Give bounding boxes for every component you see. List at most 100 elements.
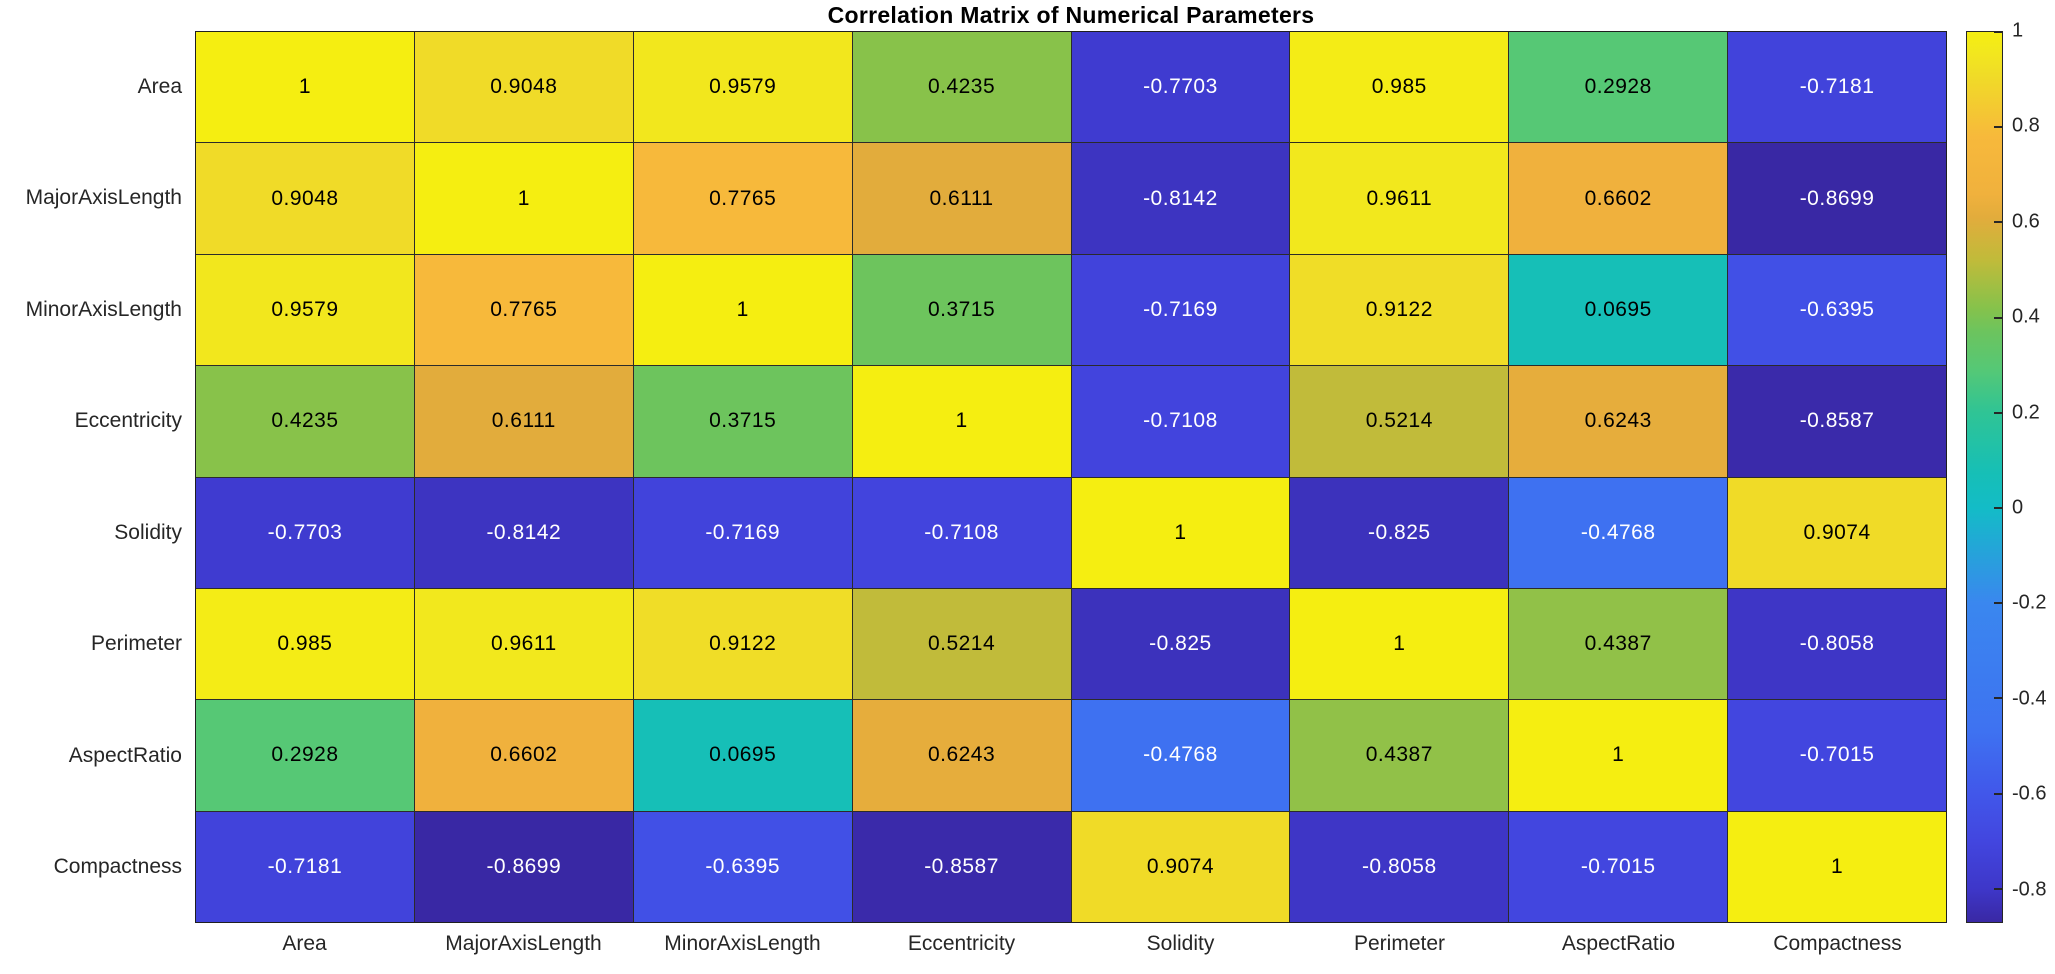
heatmap-cell: 0.6602 bbox=[414, 700, 633, 811]
heatmap-cell: 0.9122 bbox=[633, 588, 852, 700]
colorbar-tick-mark bbox=[1994, 221, 2002, 224]
heatmap-grid: 1 0.9048 0.9579 0.4235 -0.7703 0.985 0.2928 -0.… bbox=[195, 31, 1947, 923]
colorbar-tick-mark bbox=[1994, 506, 2002, 509]
colorbar-gradient bbox=[1967, 32, 2002, 922]
colorbar-tick-mark bbox=[1994, 316, 2002, 319]
heatmap-cell: -0.7703 bbox=[196, 477, 414, 588]
heatmap-cell: -0.825 bbox=[1290, 477, 1509, 588]
heatmap-cell: -0.7703 bbox=[1071, 32, 1290, 143]
heatmap-cell: 0.4235 bbox=[852, 32, 1071, 143]
colorbar-tick-label: 0.8 bbox=[2012, 114, 2040, 137]
colorbar-tick-label: 0.6 bbox=[2012, 210, 2040, 233]
heatmap-cell: -0.4768 bbox=[1509, 477, 1728, 588]
x-tick-label: Area bbox=[282, 932, 327, 955]
heatmap-cell: -0.8058 bbox=[1728, 588, 1946, 700]
y-tick-label: Perimeter bbox=[90, 632, 182, 656]
heatmap-cell: 0.9579 bbox=[633, 32, 852, 143]
heatmap-cell: 0.6602 bbox=[1509, 143, 1728, 254]
heatmap-cell: 0.0695 bbox=[1509, 254, 1728, 366]
heatmap-cell: 0.6111 bbox=[414, 366, 633, 477]
chart-title: Correlation Matrix of Numerical Paramete… bbox=[827, 2, 1315, 28]
heatmap-cell: 0.3715 bbox=[633, 366, 852, 477]
heatmap-cell: -0.7169 bbox=[1071, 254, 1290, 366]
colorbar-tick-mark bbox=[1994, 411, 2002, 414]
heatmap-cell: 0.9122 bbox=[1290, 254, 1509, 366]
colorbar-tick-mark bbox=[1994, 697, 2002, 700]
heatmap-cell: 0.2928 bbox=[196, 700, 414, 811]
colorbar-tick-label: -0.8 bbox=[2012, 878, 2047, 901]
heatmap-cell: -0.7181 bbox=[1728, 32, 1946, 143]
heatmap-cell: 0.9048 bbox=[414, 32, 633, 143]
x-tick-label: MajorAxisLength bbox=[445, 932, 602, 955]
heatmap-cell: 0.9074 bbox=[1071, 811, 1290, 922]
heatmap-cell: -0.8699 bbox=[1728, 143, 1946, 254]
heatmap-cell: -0.8699 bbox=[414, 811, 633, 922]
heatmap-cell: -0.7015 bbox=[1728, 700, 1946, 811]
colorbar-tick-mark bbox=[1994, 792, 2002, 795]
y-tick-label: Eccentricity bbox=[74, 409, 182, 433]
heatmap-cell: -0.6395 bbox=[633, 811, 852, 922]
heatmap-cell: 0.7765 bbox=[633, 143, 852, 254]
y-axis-labels: Area MajorAxisLength MinorAxisLength Eccent… bbox=[0, 31, 186, 923]
heatmap-cell: -0.7108 bbox=[852, 477, 1071, 588]
y-tick-label: AspectRatio bbox=[68, 743, 182, 767]
heatmap-cell: 1 bbox=[1071, 477, 1290, 588]
colorbar-tick-label: 0.2 bbox=[2012, 401, 2040, 424]
heatmap-cell: 1 bbox=[1728, 811, 1946, 922]
y-tick-label: Compactness bbox=[53, 855, 182, 879]
heatmap-cell: 0.4387 bbox=[1290, 700, 1509, 811]
colorbar-tick-labels: 1 0.8 0.6 0.4 0.2 0 -0.2 -0.4 -0.6 -0.8 bbox=[2012, 20, 2055, 923]
heatmap-cell: 0.3715 bbox=[852, 254, 1071, 366]
heatmap-cell: 0.9611 bbox=[414, 588, 633, 700]
heatmap-cell: -0.6395 bbox=[1728, 254, 1946, 366]
heatmap-cell: -0.8142 bbox=[414, 477, 633, 588]
heatmap-cell: 0.0695 bbox=[633, 700, 852, 811]
heatmap-cell: 1 bbox=[852, 366, 1071, 477]
colorbar-tick-mark bbox=[1994, 126, 2002, 129]
x-tick-label: Solidity bbox=[1146, 932, 1215, 955]
colorbar-tick-label: 0 bbox=[2012, 496, 2024, 519]
colorbar-tick-label: -0.2 bbox=[2012, 591, 2047, 614]
colorbar-tick-mark bbox=[1994, 602, 2002, 605]
x-tick-label: MinorAxisLength bbox=[664, 932, 821, 955]
heatmap-cell: 0.985 bbox=[196, 588, 414, 700]
x-axis-labels: Area MajorAxisLength MinorAxisLength Eccent… bbox=[195, 932, 1947, 962]
heatmap-cell: -0.7108 bbox=[1071, 366, 1290, 477]
heatmap-cell: 0.985 bbox=[1290, 32, 1509, 143]
colorbar-tick-label: -0.6 bbox=[2012, 782, 2047, 805]
heatmap-cell: 0.2928 bbox=[1509, 32, 1728, 143]
y-tick-label: Solidity bbox=[114, 520, 182, 544]
heatmap-cell: -0.825 bbox=[1071, 588, 1290, 700]
heatmap-cell: 0.4235 bbox=[196, 366, 414, 477]
y-tick-label: MinorAxisLength bbox=[25, 297, 182, 321]
heatmap-cell: 1 bbox=[414, 143, 633, 254]
heatmap-cell: 0.4387 bbox=[1509, 588, 1728, 700]
y-tick-label: MajorAxisLength bbox=[25, 186, 182, 210]
heatmap-cell: -0.4768 bbox=[1071, 700, 1290, 811]
heatmap-cell: -0.7015 bbox=[1509, 811, 1728, 922]
heatmap-cell: 1 bbox=[196, 32, 414, 143]
colorbar-tick-mark bbox=[1994, 887, 2002, 890]
heatmap-cell: 0.6243 bbox=[852, 700, 1071, 811]
heatmap-cell: -0.7181 bbox=[196, 811, 414, 922]
heatmap-cell: 0.9048 bbox=[196, 143, 414, 254]
heatmap-cell: 0.9611 bbox=[1290, 143, 1509, 254]
x-tick-label: Eccentricity bbox=[907, 932, 1016, 955]
heatmap-cell: 0.9074 bbox=[1728, 477, 1946, 588]
y-tick-label: Area bbox=[137, 74, 182, 98]
heatmap-cell: 0.5214 bbox=[1290, 366, 1509, 477]
heatmap-cell: 1 bbox=[1509, 700, 1728, 811]
heatmap-cell: -0.8142 bbox=[1071, 143, 1290, 254]
colorbar bbox=[1966, 31, 2003, 923]
heatmap-cell: 0.7765 bbox=[414, 254, 633, 366]
x-tick-label: Compactness bbox=[1773, 932, 1902, 955]
x-tick-label: AspectRatio bbox=[1561, 932, 1676, 955]
heatmap-cell: -0.7169 bbox=[633, 477, 852, 588]
heatmap-cell: 1 bbox=[1290, 588, 1509, 700]
heatmap-cell: 0.6111 bbox=[852, 143, 1071, 254]
heatmap-cell: 0.5214 bbox=[852, 588, 1071, 700]
heatmap-cell: 1 bbox=[633, 254, 852, 366]
colorbar-tick-label: 1 bbox=[2012, 19, 2024, 42]
heatmap-cell: -0.8058 bbox=[1290, 811, 1509, 922]
